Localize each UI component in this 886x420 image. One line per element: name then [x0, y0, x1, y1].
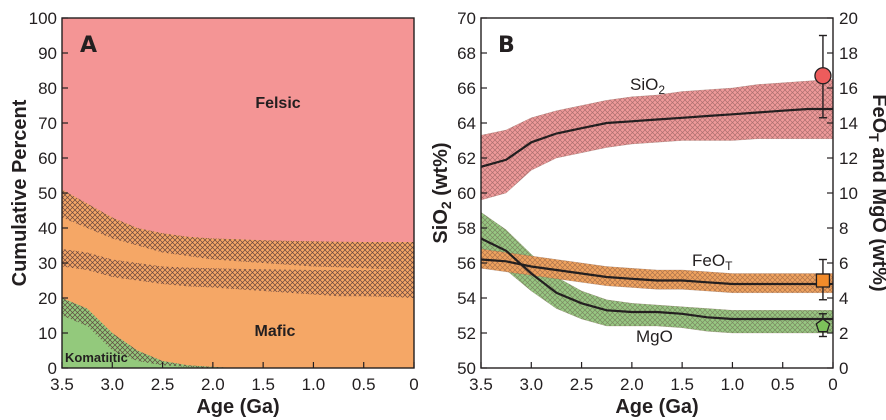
feot-label-main: FeO [692, 251, 725, 270]
sio2-label-sub: 2 [658, 83, 665, 97]
panel-b-left-axis-title: SiO2 (wt%) [430, 142, 454, 243]
panel-a-x-axis-title: Age (Ga) [196, 396, 279, 418]
komatiitic-label: Komatiitic [65, 350, 128, 365]
y-tick-label: 100 [29, 9, 57, 28]
x-tick-label: 1.5 [670, 375, 694, 394]
x-tick-label: 1.5 [251, 375, 275, 394]
sio2-series-label: SiO2 [630, 75, 665, 97]
y-tick-label: 50 [38, 184, 57, 203]
left-y-tick-label: 60 [457, 184, 476, 203]
panel-a-y-axis-title: Cumulative Percent [9, 99, 31, 286]
y-tick-label: 10 [38, 324, 57, 343]
right-y-tick-label: 4 [839, 289, 848, 308]
left-y-tick-label: 50 [457, 359, 476, 378]
feot-mean-line [481, 258, 833, 286]
x-tick-label: 1.0 [302, 375, 326, 394]
panel-b-x-axis-title: Age (Ga) [615, 396, 698, 418]
right-title-main: FeO [868, 94, 886, 133]
mgo-series-label: MgO [636, 327, 673, 346]
x-tick-label: 3.5 [50, 375, 74, 394]
sio2-mean-line [481, 107, 833, 168]
sio2-band-hatch [481, 79, 833, 200]
right-y-tick-label: 2 [839, 324, 848, 343]
x-tick-label: 1.0 [721, 375, 745, 394]
feot-label-sub: T [725, 259, 733, 273]
mgo-mean-line [481, 237, 833, 321]
komatiitic-area [62, 298, 414, 368]
left-y-tick-label: 54 [457, 289, 476, 308]
y-tick-label: 90 [38, 44, 57, 63]
left-y-tick-label: 68 [457, 44, 476, 63]
x-tick-label: 2.0 [620, 375, 644, 394]
left-y-tick-label: 66 [457, 79, 476, 98]
right-y-tick-label: 16 [839, 79, 858, 98]
sio2-label-main: SiO [630, 75, 658, 94]
y-tick-label: 0 [48, 359, 57, 378]
mgo-modern-marker [815, 318, 831, 333]
y-tick-label: 20 [38, 289, 57, 308]
panel-a: 3.5 3.0 2.5 2.0 1.5 1.0 0.5 0 0 10 20 30 40 50 60 70 80 9… [9, 9, 419, 418]
left-y-tick-label: 64 [457, 114, 476, 133]
left-y-tick-label: 58 [457, 219, 476, 238]
right-title-rest: and MgO (wt%) [868, 142, 886, 292]
left-y-tick-label: 70 [457, 9, 476, 28]
x-tick-label: 3.0 [100, 375, 124, 394]
feot-band-hatch [481, 249, 833, 293]
left-y-tick-label: 52 [457, 324, 476, 343]
right-y-tick-label: 10 [839, 184, 858, 203]
panel-a-areas [62, 18, 414, 368]
right-y-tick-label: 20 [839, 9, 858, 28]
x-tick-label: 2.5 [151, 375, 175, 394]
right-title-sub: T [866, 133, 882, 142]
x-tick-label: 2.5 [570, 375, 594, 394]
x-tick-label: 0.5 [352, 375, 376, 394]
right-y-tick-label: 0 [839, 359, 848, 378]
x-tick-label: 0 [409, 375, 418, 394]
mafic-label: Mafic [255, 323, 296, 340]
left-y-tick-label: 62 [457, 149, 476, 168]
intermediate-uncertainty-hatch [62, 189, 414, 270]
right-y-tick-label: 12 [839, 149, 858, 168]
y-tick-label: 40 [38, 219, 57, 238]
panel-b-right-axis-title: FeOT and MgO (wt%) [866, 94, 886, 291]
panel-b: 3.5 3.0 2.5 2.0 1.5 1.0 0.5 0505254565860626466… [430, 9, 886, 418]
right-y-tick-label: 6 [839, 254, 848, 273]
panel-a-ticks: 3.5 3.0 2.5 2.0 1.5 1.0 0.5 0 0 10 20 30 40 50 60 70 80 9… [29, 9, 419, 394]
left-y-tick-label: 56 [457, 254, 476, 273]
panel-b-label: B [498, 33, 515, 58]
x-tick-label: 0 [828, 375, 837, 394]
right-y-tick-label: 18 [839, 44, 858, 63]
mgo-band-hatch [481, 212, 833, 333]
right-y-tick-label: 8 [839, 219, 848, 238]
left-title-sub: 2 [438, 201, 454, 209]
y-tick-label: 60 [38, 149, 57, 168]
panel-a-label: A [80, 33, 97, 58]
y-tick-label: 30 [38, 254, 57, 273]
feot-series-label: FeOT [692, 251, 733, 273]
x-tick-label: 0.5 [771, 375, 795, 394]
feot-modern-marker [815, 273, 831, 288]
panel-b-bands [481, 79, 833, 334]
y-tick-label: 80 [38, 79, 57, 98]
x-tick-label: 3.0 [519, 375, 543, 394]
sio2-modern-marker [814, 67, 832, 85]
left-title-unit: (wt%) [430, 142, 452, 201]
panel-b-ticks: 3.5 3.0 2.5 2.0 1.5 1.0 0.5 0505254565860626466… [457, 9, 858, 394]
felsic-label: Felsic [255, 95, 300, 112]
mafic-uncertainty-hatch [62, 249, 414, 298]
x-tick-label: 3.5 [469, 375, 493, 394]
x-tick-label: 2.0 [201, 375, 225, 394]
left-title-main: SiO [430, 209, 452, 243]
y-tick-label: 70 [38, 114, 57, 133]
right-y-tick-label: 14 [839, 114, 858, 133]
